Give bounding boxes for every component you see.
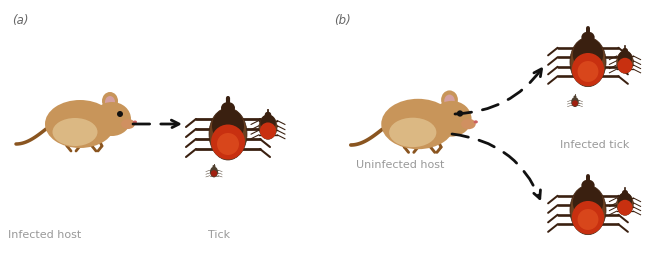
Ellipse shape [260,115,276,132]
Ellipse shape [260,122,276,139]
Text: Uninfected host: Uninfected host [356,160,444,170]
Ellipse shape [618,193,632,208]
Ellipse shape [571,97,579,107]
Ellipse shape [582,32,595,43]
Ellipse shape [617,193,633,215]
Ellipse shape [573,38,603,71]
Text: (b): (b) [334,14,351,27]
Ellipse shape [618,51,632,66]
Ellipse shape [622,190,628,195]
Ellipse shape [457,110,463,117]
Ellipse shape [572,100,578,106]
Ellipse shape [441,90,458,109]
Ellipse shape [212,165,216,167]
Ellipse shape [121,119,135,129]
Ellipse shape [572,53,604,86]
Ellipse shape [93,102,131,136]
Text: Infected tick: Infected tick [560,140,629,150]
Text: Tick: Tick [208,230,230,240]
Ellipse shape [217,133,239,155]
Ellipse shape [221,102,235,114]
Ellipse shape [211,170,217,177]
Ellipse shape [582,179,595,191]
Ellipse shape [573,186,603,219]
Ellipse shape [117,111,123,117]
Ellipse shape [617,51,633,73]
Ellipse shape [618,58,633,73]
Ellipse shape [578,209,598,230]
Ellipse shape [574,95,576,97]
Ellipse shape [211,124,245,160]
Ellipse shape [209,108,247,160]
Ellipse shape [45,100,115,148]
Ellipse shape [444,95,455,107]
Text: (a): (a) [12,14,29,27]
Ellipse shape [210,167,218,177]
Ellipse shape [389,118,436,147]
Ellipse shape [578,61,598,82]
Ellipse shape [133,121,137,123]
Ellipse shape [570,37,606,87]
Ellipse shape [622,48,628,53]
Ellipse shape [618,200,633,215]
Ellipse shape [473,120,478,123]
Ellipse shape [102,92,118,110]
Ellipse shape [105,96,115,108]
Ellipse shape [570,185,606,235]
Ellipse shape [259,115,277,139]
Ellipse shape [432,101,471,137]
Ellipse shape [212,108,244,144]
Ellipse shape [461,119,475,129]
Ellipse shape [265,112,272,118]
Ellipse shape [572,201,604,234]
Ellipse shape [381,99,455,149]
Text: Infected host: Infected host [8,230,81,240]
Ellipse shape [52,118,98,146]
